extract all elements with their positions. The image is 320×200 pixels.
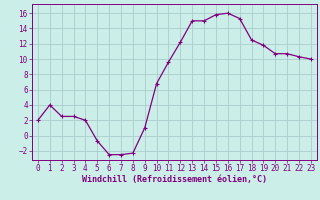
X-axis label: Windchill (Refroidissement éolien,°C): Windchill (Refroidissement éolien,°C) [82,175,267,184]
